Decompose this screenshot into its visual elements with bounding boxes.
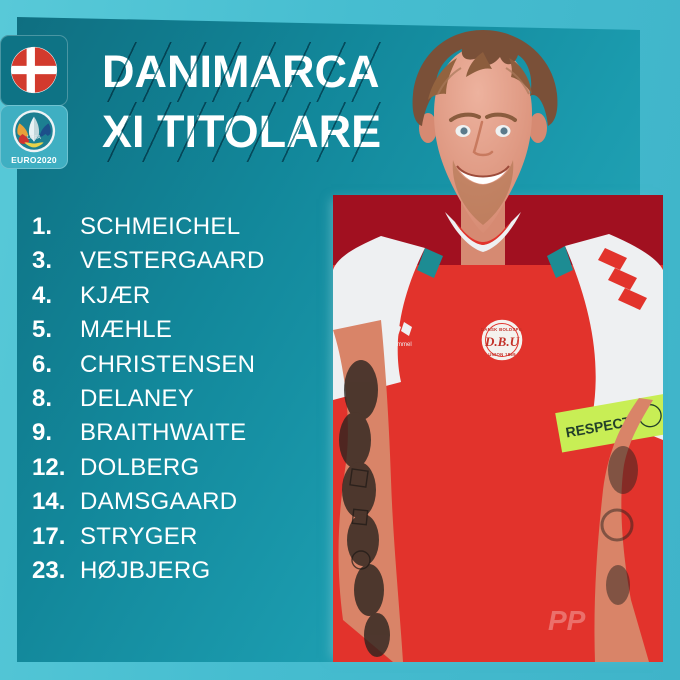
svg-text:DANSK BOLDSPIL: DANSK BOLDSPIL xyxy=(481,327,523,332)
svg-text:UEFA: UEFA xyxy=(27,135,41,141)
svg-text:UNION 1889: UNION 1889 xyxy=(488,352,516,357)
svg-text:D.B.U: D.B.U xyxy=(484,334,520,349)
svg-text:hummel: hummel xyxy=(390,342,411,348)
